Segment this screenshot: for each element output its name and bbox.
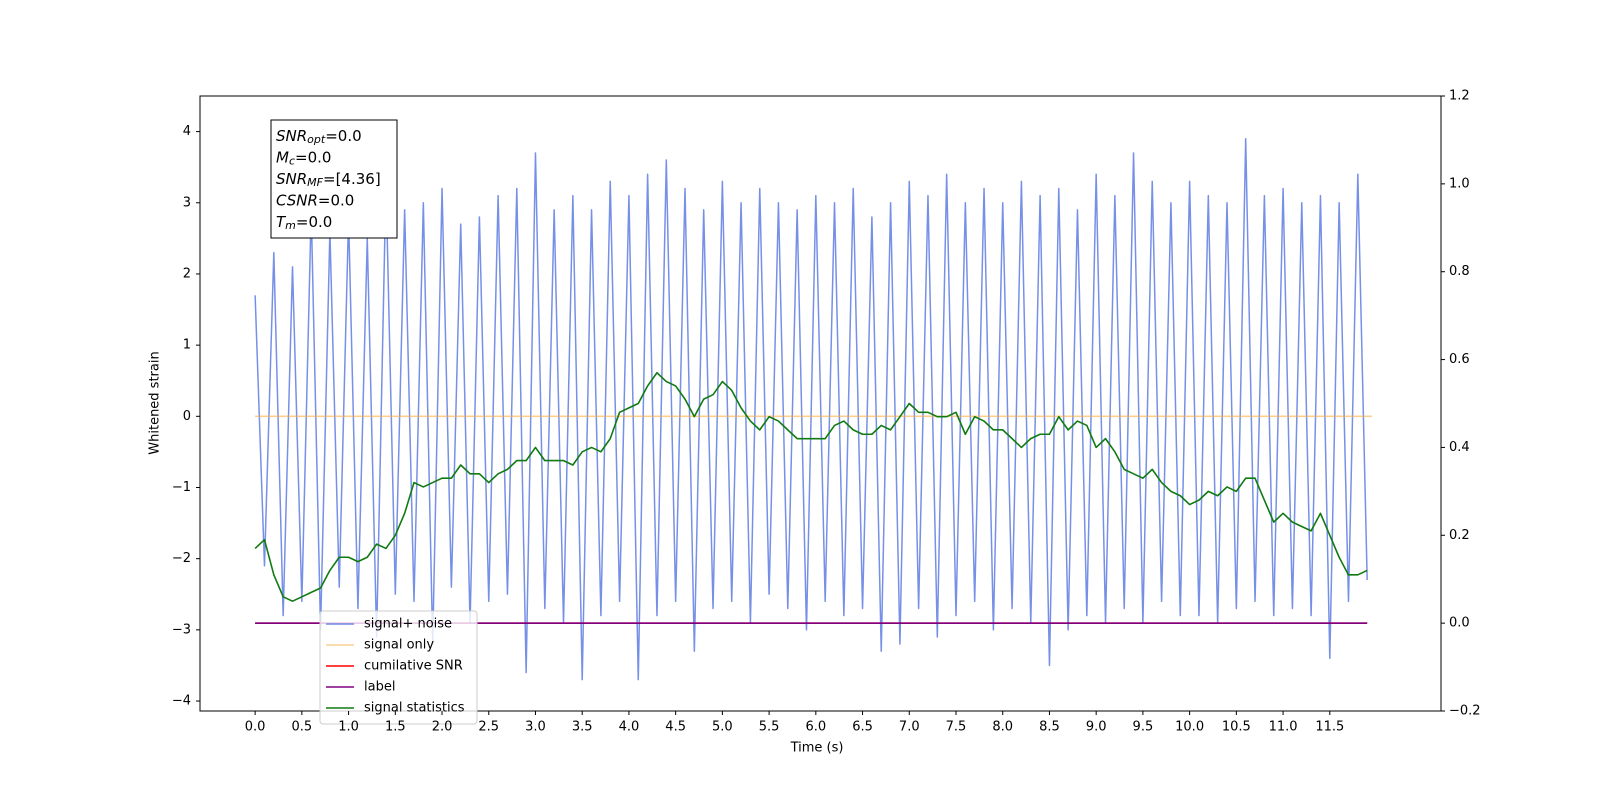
x-tick-label: 6.0: [805, 720, 826, 735]
y2-tick-label: 0.6: [1449, 352, 1470, 367]
y-tick-label: −1: [172, 480, 191, 495]
annotation: Mc=0.0: [276, 148, 331, 168]
x-tick-label: 4.5: [665, 720, 686, 735]
y-tick-label: 3: [183, 195, 191, 210]
x-tick-label: 11.5: [1315, 720, 1344, 735]
y2-tick-label: 1.0: [1449, 176, 1470, 191]
x-tick-label: 3.0: [525, 720, 546, 735]
y-tick-label: 0: [183, 409, 191, 424]
legend-label: label: [364, 680, 395, 695]
y-tick-label: −4: [172, 694, 191, 709]
x-tick-label: 9.5: [1133, 720, 1154, 735]
annotation-subscript: c: [289, 155, 295, 168]
annotation: Tm=0.0: [276, 213, 332, 233]
x-tick-label: 7.5: [946, 720, 967, 735]
x-tick-label: 9.0: [1086, 720, 1107, 735]
y2-tick-label: 0.8: [1449, 264, 1470, 279]
x-tick-label: 6.5: [852, 720, 873, 735]
annotation-value: =0.0: [296, 213, 332, 231]
x-tick-label: 0.5: [292, 720, 313, 735]
annotation-frame: [270, 119, 398, 239]
series-line: [254, 371, 1368, 602]
y-tick-label: 4: [183, 124, 191, 139]
x-tick-label: 3.5: [572, 720, 593, 735]
x-tick-label: 1.5: [385, 720, 406, 735]
x-tick-label: 5.5: [759, 720, 780, 735]
x-tick-label: 10.5: [1222, 720, 1251, 735]
x-tick-label: 2.5: [478, 720, 499, 735]
annotation-symbol: SNR: [276, 127, 307, 145]
x-tick-label: 5.0: [712, 720, 733, 735]
annotation-symbol: CSNR: [276, 191, 318, 209]
y2-tick-label: 0.4: [1449, 440, 1470, 455]
y2-tick-label: 0.2: [1449, 528, 1470, 543]
legend-label: cumilative SNR: [364, 659, 463, 674]
y2-tick-label: 0.0: [1449, 616, 1470, 631]
y2-tick-label: −0.2: [1449, 704, 1481, 719]
x-tick-label: 7.0: [899, 720, 920, 735]
y-tick-label: 1: [183, 338, 191, 353]
x-tick-label: 8.0: [992, 720, 1013, 735]
annotation: SNRopt=0.0: [276, 127, 362, 147]
annotation-symbol: SNR: [276, 170, 307, 188]
annotation-symbol: T: [276, 213, 287, 231]
y-tick-label: 2: [183, 266, 191, 281]
annotation-box: SNRopt=0.0Mc=0.0SNRMF=[4.36]CSNR=0.0Tm=0…: [270, 119, 398, 239]
annotation-value: =[4.36]: [323, 170, 381, 188]
legend-box: [319, 610, 478, 725]
x-tick-label: 0.0: [245, 720, 266, 735]
y-tick-label: −3: [172, 622, 191, 637]
x-tick-label: 11.0: [1269, 720, 1298, 735]
legend-label: signal+ noise: [364, 617, 452, 632]
x-tick-label: 2.0: [432, 720, 453, 735]
y-axis-label: Whitened strain: [148, 351, 163, 454]
annotation-value: =0.0: [325, 127, 361, 145]
x-axis-label: Time (s): [790, 741, 844, 756]
annotation-subscript: opt: [307, 133, 326, 146]
axes-frame: [199, 95, 1442, 712]
annotation: CSNR=0.0: [276, 191, 354, 209]
annotation-subscript: m: [285, 219, 296, 232]
legend-label: signal statistics: [364, 701, 465, 716]
x-tick-label: 1.0: [338, 720, 359, 735]
plot-area: [254, 137, 1372, 681]
annotation-symbol: M: [276, 148, 289, 166]
legend: signal+ noise signal only cumilative SNR la…: [319, 610, 478, 725]
annotation: SNRMF=[4.36]: [276, 170, 381, 190]
series-line: [254, 137, 1368, 681]
annotation-value: =0.0: [295, 148, 331, 166]
legend-label: signal only: [364, 638, 434, 653]
annotation-value: =0.0: [318, 191, 354, 209]
x-tick-label: 10.0: [1175, 720, 1204, 735]
y-tick-label: −2: [172, 551, 191, 566]
x-tick-label: 4.0: [619, 720, 640, 735]
annotation-subscript: MF: [307, 176, 323, 189]
y2-tick-label: 1.2: [1449, 89, 1470, 104]
x-tick-label: 8.5: [1039, 720, 1060, 735]
